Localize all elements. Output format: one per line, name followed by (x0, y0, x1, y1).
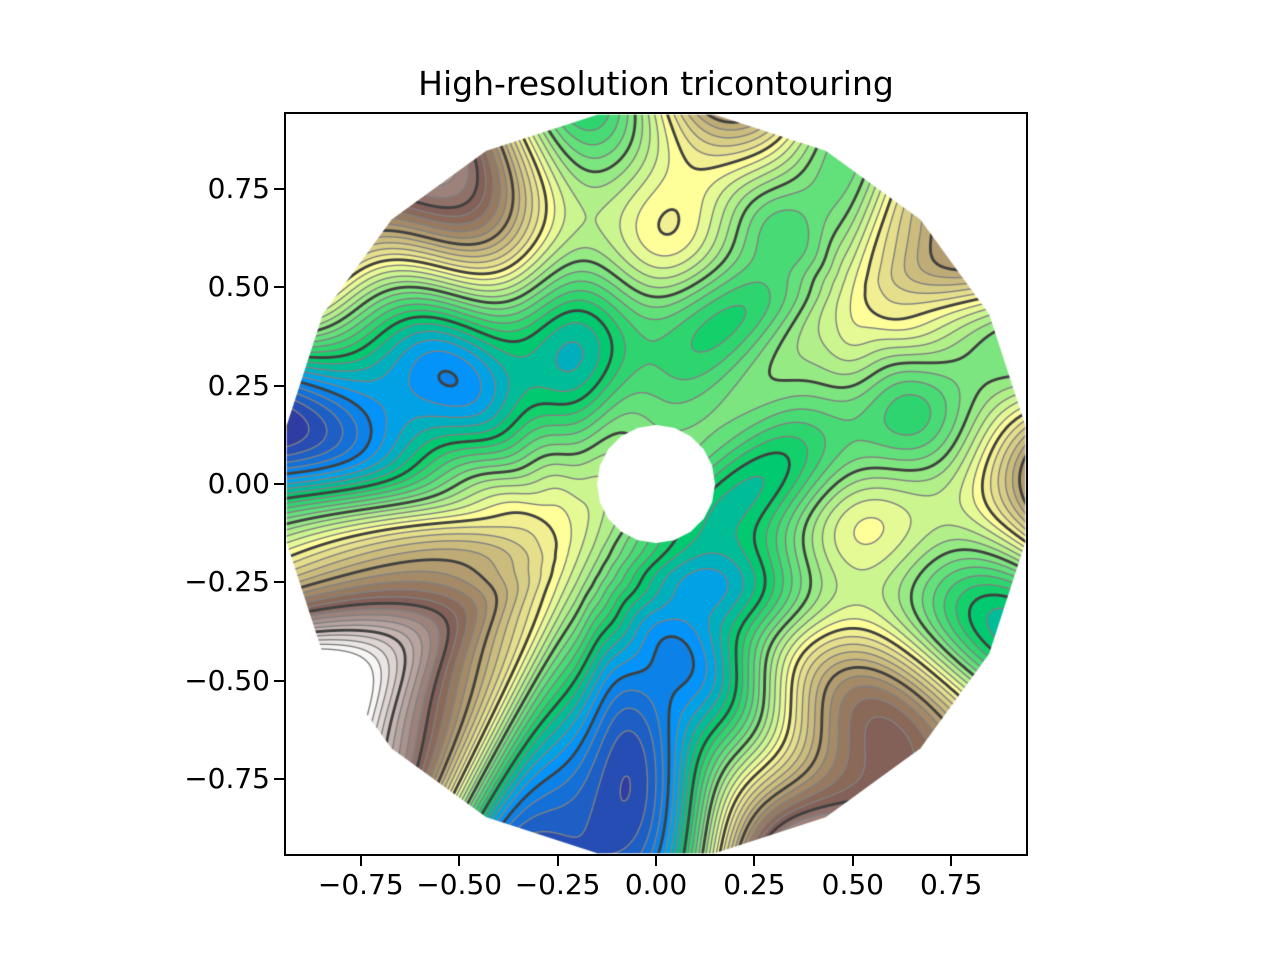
x-tick-mark (851, 856, 854, 866)
x-tick-mark (359, 856, 362, 866)
y-tick-label: −0.75 (184, 762, 270, 796)
x-tick-label: 0.00 (624, 868, 688, 901)
y-tick-label: 0.75 (207, 171, 270, 205)
y-tick-mark (274, 483, 284, 485)
chart-title: High-resolution tricontouring (418, 64, 894, 103)
x-tick-label: −0.75 (317, 868, 404, 901)
tricontour-plot-canvas (286, 114, 1026, 854)
x-tick-label: 0.75 (920, 868, 983, 901)
x-tick-label: 0.25 (723, 868, 786, 901)
y-tick-label: 0.00 (207, 467, 270, 500)
x-tick-label: −0.25 (514, 868, 601, 901)
y-tick-mark (274, 581, 284, 584)
x-tick-label: 0.50 (821, 868, 884, 901)
y-tick-mark (274, 679, 284, 682)
y-tick-mark (274, 187, 284, 190)
y-tick-label: −0.25 (184, 565, 270, 599)
y-tick-label: 0.25 (207, 368, 270, 402)
axes-box (284, 112, 1028, 856)
x-tick-label: −0.50 (416, 868, 503, 901)
x-tick-mark (950, 856, 953, 866)
y-tick-mark (274, 286, 284, 289)
y-tick-label: −0.50 (184, 663, 270, 697)
x-tick-mark (458, 856, 461, 866)
y-tick-mark (274, 384, 284, 387)
x-tick-mark (655, 856, 657, 866)
x-tick-mark (753, 856, 756, 866)
y-tick-label: 0.50 (207, 270, 270, 304)
y-tick-mark (274, 778, 284, 781)
x-tick-mark (556, 856, 559, 866)
